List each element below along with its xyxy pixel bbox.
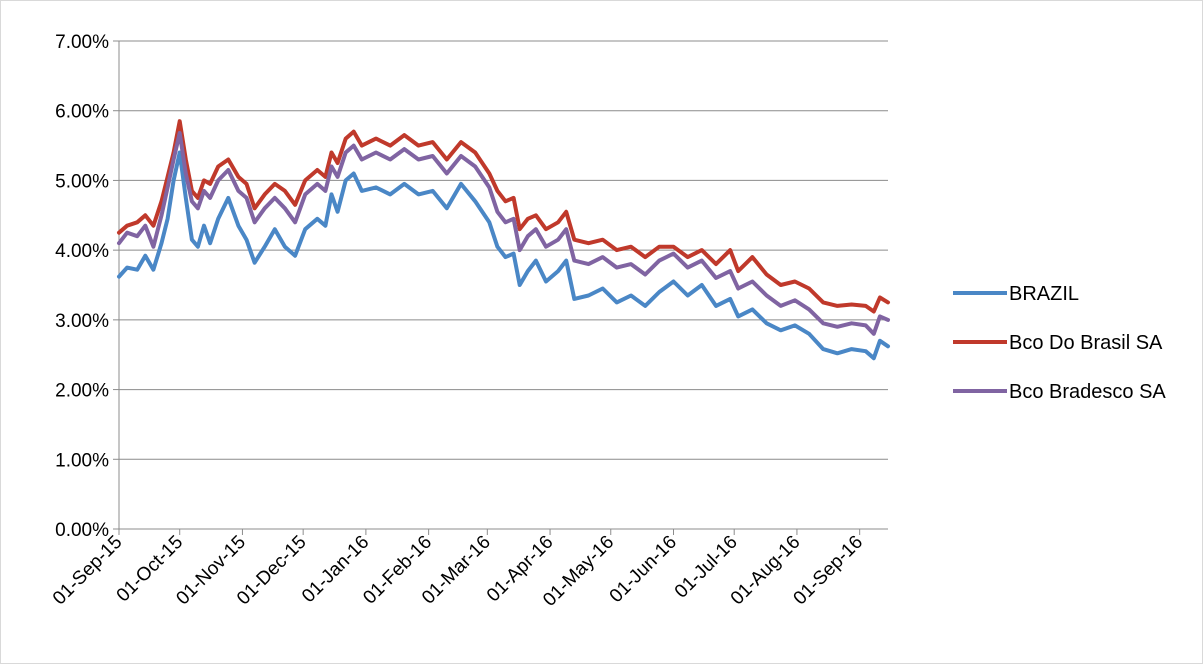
gridlines bbox=[119, 40, 888, 460]
y-axis-tick-labels: 0.00% 1.00% 2.00% 3.00% 4.00% 5.00% 6.00% 7.00% bbox=[55, 32, 109, 541]
series-line-bco-do-brasil-sa bbox=[117, 119, 890, 314]
series-lines bbox=[117, 119, 890, 361]
y-tick-label: 6.00% bbox=[55, 102, 109, 123]
y-tick-label: 5.00% bbox=[55, 171, 109, 192]
y-tick-label: 3.00% bbox=[55, 311, 109, 332]
y-tick-label: 4.00% bbox=[55, 241, 109, 262]
legend-label-bco-do-brasil-sa: Bco Do Brasil SA bbox=[1009, 332, 1163, 354]
y-tick-label: 0.00% bbox=[55, 520, 109, 541]
x-axis-tick-labels: 01-Sep-1501-Oct-1501-Nov-1501-Dec-1501-J… bbox=[49, 532, 867, 611]
legend: BRAZIL Bco Do Brasil SA Bco Bradesco SA bbox=[953, 283, 1166, 403]
y-tick-label: 1.00% bbox=[55, 450, 109, 471]
y-tick-label: 7.00% bbox=[55, 32, 109, 53]
axes bbox=[113, 40, 888, 535]
legend-label-brazil: BRAZIL bbox=[1009, 283, 1079, 305]
y-tick-label: 2.00% bbox=[55, 381, 109, 402]
x-tick-label: 01-Jun-16 bbox=[606, 532, 681, 607]
legend-label-bco-bradesco-sa: Bco Bradesco SA bbox=[1009, 381, 1166, 403]
x-tick-label: 01-Sep-15 bbox=[49, 532, 127, 610]
series-line-bco-bradesco-sa bbox=[117, 131, 890, 336]
series-line-brazil bbox=[117, 150, 890, 361]
